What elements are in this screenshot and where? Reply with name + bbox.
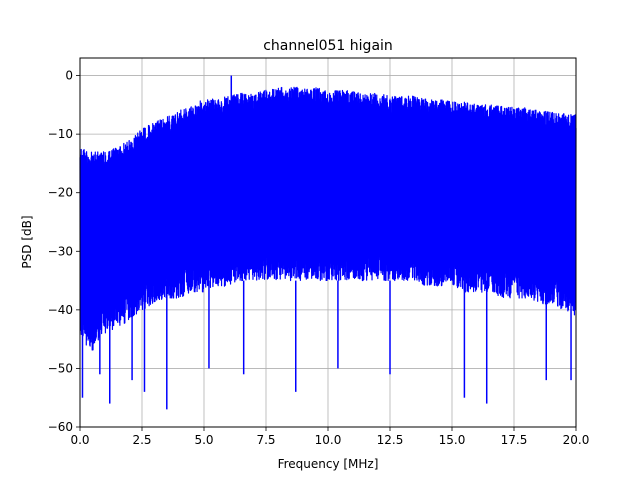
- x-tick-label-5: 12.5: [377, 433, 404, 447]
- x-tick-label-0: 0.0: [70, 433, 89, 447]
- y-tick-label-6: 0: [65, 69, 73, 83]
- psd-line: [79, 86, 577, 351]
- y-tick-label-2: −40: [48, 303, 73, 317]
- chart-title: channel051 higain: [263, 38, 393, 54]
- x-axis: 0.0 2.5 5.0 7.5 10.0 12.5 15.0 17.5 20.0: [70, 427, 589, 447]
- x-tick-label-1: 2.5: [132, 433, 151, 447]
- x-tick-label-7: 17.5: [501, 433, 528, 447]
- x-tick-label-6: 15.0: [439, 433, 466, 447]
- y-axis-label: PSD [dB]: [20, 215, 34, 268]
- y-tick-label-5: −10: [48, 127, 73, 141]
- x-tick-label-8: 20.0: [563, 433, 590, 447]
- y-axis: −60 −50 −40 −30 −20 −10 0: [48, 69, 80, 434]
- x-tick-label-4: 10.0: [315, 433, 342, 447]
- x-axis-label: Frequency [MHz]: [278, 457, 379, 471]
- y-tick-label-3: −30: [48, 244, 73, 258]
- y-tick-label-1: −50: [48, 361, 73, 375]
- y-tick-label-4: −20: [48, 186, 73, 200]
- x-tick-label-2: 5.0: [194, 433, 213, 447]
- x-tick-label-3: 7.5: [256, 433, 275, 447]
- psd-trace: [79, 75, 577, 410]
- y-tick-label-0: −60: [48, 420, 73, 434]
